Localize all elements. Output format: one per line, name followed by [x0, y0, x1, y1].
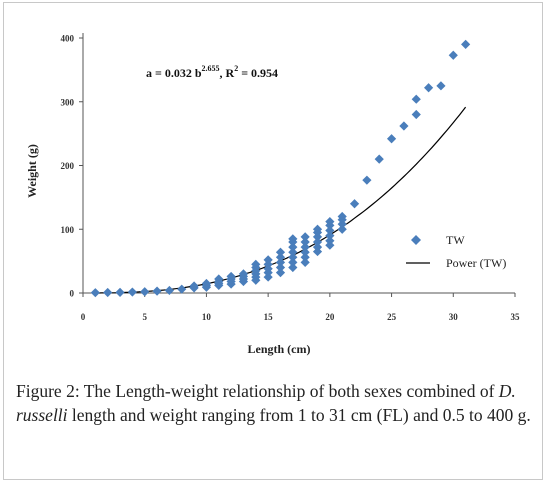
data-point	[312, 237, 323, 247]
y-tick-label: 100	[61, 225, 75, 235]
data-point	[362, 175, 372, 185]
x-tick-label: 0	[81, 312, 86, 322]
data-point	[214, 274, 224, 284]
data-point	[325, 236, 335, 246]
data-point	[275, 268, 286, 278]
data-point	[90, 288, 100, 298]
data-point	[300, 247, 310, 257]
data-point	[337, 211, 347, 222]
chart-container: 0 100 200 300 400 0 5 10 15 20 25 30 35 Weight (g) …	[14, 11, 544, 366]
legend-tw-marker	[411, 235, 421, 245]
data-point	[201, 278, 212, 289]
y-tick-label: 200	[61, 161, 75, 171]
data-point	[103, 287, 113, 298]
y-tick-label: 0	[70, 289, 75, 299]
legend-power-label: Power (TW)	[446, 256, 506, 270]
x-tick-label: 35	[511, 312, 521, 322]
data-point	[424, 83, 434, 93]
data-point	[140, 287, 150, 297]
data-point	[461, 39, 471, 49]
x-axis: 0 5 10 15 20 25 30 35	[81, 292, 521, 322]
data-point	[275, 262, 286, 273]
data-point	[411, 94, 421, 104]
x-tick-label: 5	[142, 312, 147, 322]
data-point	[152, 286, 162, 296]
data-point	[312, 224, 323, 234]
legend: TW Power (TW)	[406, 233, 506, 270]
data-point	[275, 252, 286, 262]
data-point	[300, 242, 310, 252]
y-tick-label: 400	[61, 34, 75, 44]
legend-tw-label: TW	[446, 233, 465, 247]
data-point	[251, 259, 261, 269]
data-point	[288, 247, 298, 257]
data-point	[177, 284, 187, 294]
figure-caption: Figure 2: The Length-weight relationship…	[16, 379, 541, 427]
data-point	[325, 231, 335, 241]
data-point	[337, 224, 347, 234]
data-point	[448, 50, 458, 60]
figure-frame: 0 100 200 300 400 0 5 10 15 20 25 30 35 Weight (g) …	[3, 2, 543, 480]
caption-species: D. russelli	[16, 381, 516, 425]
data-point	[189, 281, 199, 291]
data-point	[411, 109, 421, 120]
caption-label: Figure 2:	[16, 381, 80, 401]
x-tick-label: 20	[325, 312, 335, 322]
data-point	[349, 199, 360, 209]
x-axis-label: Length (cm)	[248, 342, 311, 356]
data-point	[436, 81, 446, 91]
data-point	[115, 287, 125, 297]
y-axis-label: Weight (g)	[25, 144, 39, 198]
data-point	[226, 271, 236, 282]
data-points-layer	[90, 39, 471, 298]
data-point	[312, 242, 323, 252]
data-point	[238, 269, 249, 279]
data-point	[164, 285, 174, 296]
y-axis: 0 100 200 300 400	[61, 33, 84, 299]
data-point	[127, 287, 137, 297]
data-point	[288, 242, 298, 252]
data-point	[399, 121, 409, 131]
data-point	[386, 134, 397, 144]
data-point	[374, 154, 384, 164]
equation-annotation: a = 0.032 b2.655, R2 = 0.954	[146, 64, 278, 80]
x-tick-label: 15	[264, 312, 274, 322]
data-point	[288, 262, 298, 273]
x-tick-label: 25	[387, 312, 397, 322]
data-point	[325, 225, 335, 236]
data-point	[325, 217, 335, 227]
data-point	[300, 237, 310, 247]
data-point	[288, 234, 298, 244]
data-point	[275, 247, 286, 257]
caption-text-1: The Length-weight relationship of both s…	[79, 381, 499, 401]
x-tick-label: 10	[202, 312, 212, 322]
y-tick-label: 300	[61, 97, 75, 107]
caption-text-2: length and weight ranging from 1 to 31 c…	[67, 405, 531, 425]
data-point	[263, 255, 273, 265]
x-tick-label: 30	[449, 312, 459, 322]
data-point	[300, 232, 310, 242]
